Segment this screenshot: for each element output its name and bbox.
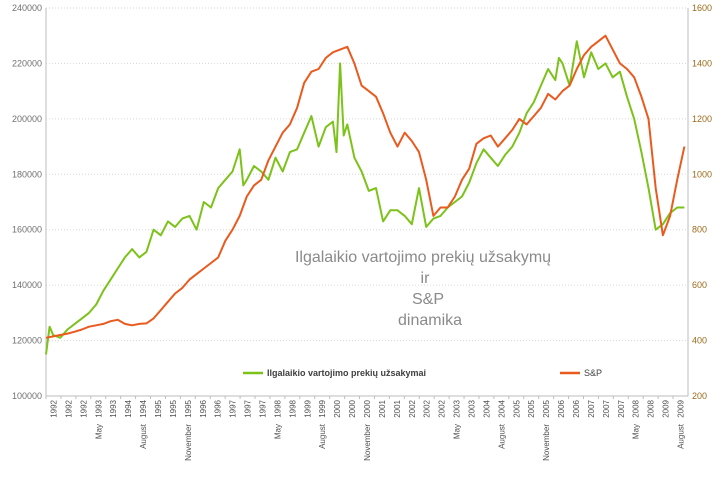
x-tick-label-18: 1999 <box>318 399 327 417</box>
x-sublabel-4: August <box>318 423 327 449</box>
x-tick-label-32: 2005 <box>527 399 536 417</box>
x-tick-label-17: 1999 <box>303 399 312 417</box>
x-tick-label-15: 1998 <box>273 399 282 417</box>
x-tick-label-29: 2004 <box>482 399 491 417</box>
right-tick-label-0: 200 <box>692 391 707 401</box>
x-tick-label-13: 1997 <box>244 399 253 417</box>
legend: Ilgalaikio vartojimo prekių užsakymai S&… <box>243 368 602 378</box>
gridlines <box>45 7 689 397</box>
x-sublabel-8: November <box>542 424 551 461</box>
x-tick-label-36: 2007 <box>587 399 596 417</box>
x-tick-label-11: 1996 <box>214 399 223 417</box>
right-tick-label-2: 600 <box>692 280 707 290</box>
x-tick-label-2: 1992 <box>79 399 88 417</box>
x-tick-label-6: 1994 <box>139 399 148 417</box>
left-tick-label-2: 140000 <box>12 280 42 290</box>
x-tick-label-23: 2001 <box>393 399 402 417</box>
x-sublabel-2: November <box>184 424 193 461</box>
x-tick-label-19: 2000 <box>333 399 342 417</box>
right-tick-label-3: 800 <box>692 225 707 235</box>
x-tick-label-4: 1993 <box>109 399 118 417</box>
left-tick-label-5: 200000 <box>12 114 42 124</box>
x-sublabel-5: November <box>363 424 372 461</box>
x-tick-label-41: 2009 <box>662 399 671 417</box>
x-sublabel-1: August <box>139 423 148 449</box>
right-tick-label-1: 400 <box>692 336 707 346</box>
legend-label-durable-goods: Ilgalaikio vartojimo prekių užsakymai <box>267 368 426 378</box>
x-tick-label-16: 1998 <box>288 399 297 417</box>
x-tick-label-8: 1995 <box>169 399 178 417</box>
right-tick-label-6: 1400 <box>692 58 712 68</box>
x-tick-label-22: 2001 <box>378 399 387 417</box>
left-tick-label-4: 180000 <box>12 169 42 179</box>
legend-label-sp: S&P <box>584 368 602 378</box>
x-tick-label-30: 2004 <box>497 399 506 417</box>
x-tick-label-12: 1997 <box>229 399 238 417</box>
x-sublabel-9: May <box>632 424 641 439</box>
title-line-3: S&P <box>412 291 444 308</box>
x-tick-label-7: 1995 <box>154 399 163 417</box>
x-tick-label-28: 2003 <box>468 399 477 417</box>
left-axis: 100000 120000 140000 160000 180000 200000 2200… <box>12 3 42 401</box>
left-tick-label-0: 100000 <box>12 391 42 401</box>
x-tick-label-14: 1997 <box>258 399 267 417</box>
chart-title: Ilgalaikio vartojimo prekių užsakymų ir … <box>295 249 551 329</box>
right-tick-label-5: 1200 <box>692 114 712 124</box>
x-tick-label-26: 2002 <box>438 399 447 417</box>
x-tick-label-42: 2009 <box>677 399 686 417</box>
x-sublabel-7: August <box>497 423 506 449</box>
left-tick-label-6: 220000 <box>12 58 42 68</box>
left-tick-label-7: 240000 <box>12 3 42 13</box>
x-tick-label-21: 2000 <box>363 399 372 417</box>
x-tick-label-0: 1992 <box>49 399 58 417</box>
x-sublabel-3: May <box>273 424 282 439</box>
title-line-4: dinamika <box>398 312 462 329</box>
x-tick-label-37: 2007 <box>602 399 611 417</box>
right-tick-label-7: 1600 <box>692 3 712 13</box>
series-line-0 <box>45 40 685 355</box>
left-tick-label-1: 120000 <box>12 336 42 346</box>
x-tick-label-39: 2008 <box>632 399 641 417</box>
x-tick-label-35: 2006 <box>572 399 581 417</box>
title-line-1: Ilgalaikio vartojimo prekių užsakymų <box>295 249 551 266</box>
right-tick-label-4: 1000 <box>692 169 712 179</box>
x-tick-label-9: 1995 <box>184 399 193 417</box>
right-axis: 200 400 600 800 1000 1200 1400 1600 <box>692 3 712 401</box>
x-tick-label-34: 2006 <box>557 399 566 417</box>
x-tick-label-31: 2005 <box>512 399 521 417</box>
title-line-2: ir <box>421 270 431 287</box>
series-layer <box>45 34 686 355</box>
x-sublabel-6: May <box>453 424 462 439</box>
x-tick-label-25: 2002 <box>423 399 432 417</box>
x-tick-label-20: 2000 <box>348 399 357 417</box>
x-tick-label-5: 1994 <box>124 399 133 417</box>
series-line-1 <box>45 34 686 339</box>
x-tick-label-33: 2005 <box>542 399 551 417</box>
x-tick-label-3: 1993 <box>94 399 103 417</box>
x-axis: 1992 1992 1992 1993 1993 1994 1994 1995 1995 1995… <box>45 396 686 461</box>
x-sublabel-10: August <box>677 423 686 449</box>
x-tick-label-10: 1996 <box>199 399 208 417</box>
x-tick-label-38: 2007 <box>617 399 626 417</box>
x-sublabel-0: May <box>94 424 103 439</box>
left-tick-label-3: 160000 <box>12 225 42 235</box>
x-tick-label-1: 1992 <box>64 399 73 417</box>
x-tick-label-40: 2008 <box>647 399 656 417</box>
x-tick-label-27: 2003 <box>453 399 462 417</box>
x-tick-label-24: 2002 <box>408 399 417 417</box>
